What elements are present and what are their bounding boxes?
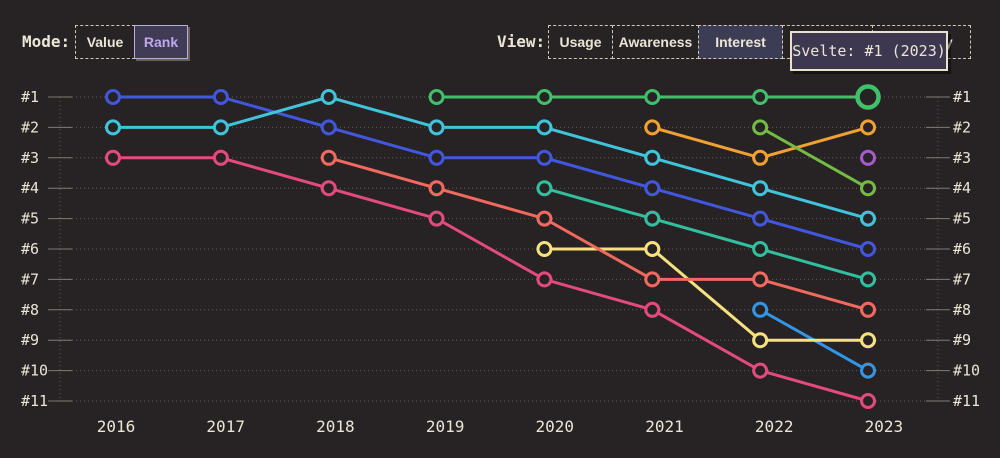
- point-svelte-2023[interactable]: [855, 84, 881, 110]
- point-blue-2021[interactable]: [644, 180, 661, 197]
- point-yellow-2021[interactable]: [644, 241, 661, 257]
- point-blue-2023[interactable]: [860, 241, 877, 257]
- point-salmon-2021[interactable]: [644, 271, 661, 288]
- rank-label-right-#8: #8: [953, 301, 971, 319]
- point-salmon-2022[interactable]: [752, 271, 769, 288]
- rank-label-left-#9: #9: [21, 331, 39, 349]
- year-label-2020: 2020: [536, 417, 575, 436]
- hover-tooltip: Svelte: #1 (2023): [790, 31, 948, 71]
- point-blue-2017[interactable]: [212, 89, 229, 105]
- rank-label-left-#10: #10: [21, 362, 48, 380]
- series-line-green: [759, 126, 869, 190]
- point-teal-2020[interactable]: [536, 180, 553, 197]
- rank-label-right-#5: #5: [953, 210, 971, 228]
- rank-label-left-#4: #4: [21, 179, 39, 197]
- rank-label-left-#7: #7: [21, 270, 39, 288]
- series-line-salmon: [328, 156, 869, 312]
- point-teal-2022[interactable]: [752, 241, 769, 257]
- rank-label-right-#9: #9: [953, 331, 971, 349]
- series-line-blue: [113, 95, 869, 251]
- point-cyan-2021[interactable]: [644, 149, 661, 166]
- rank-label-right-#1: #1: [953, 88, 971, 106]
- point-teal-2021[interactable]: [644, 210, 661, 227]
- point-pink-2021[interactable]: [644, 301, 661, 318]
- rank-label-right-#7: #7: [953, 270, 971, 288]
- point-cyan-2017[interactable]: [212, 119, 229, 136]
- series-line-teal: [544, 186, 869, 281]
- rank-label-left-#2: #2: [21, 118, 39, 136]
- point-cyan-2023[interactable]: [860, 210, 877, 227]
- point-purple-2023[interactable]: [860, 149, 877, 166]
- point-yellow-2020[interactable]: [536, 241, 553, 257]
- point-orange-2022[interactable]: [752, 149, 769, 166]
- year-label-2023: 2023: [865, 417, 904, 436]
- year-label-2021: 2021: [645, 417, 684, 436]
- year-label-2016: 2016: [97, 417, 136, 436]
- point-cyan-2016[interactable]: [105, 119, 121, 136]
- point-blue-2019[interactable]: [428, 149, 445, 166]
- rank-label-left-#6: #6: [21, 240, 39, 258]
- year-label-2018: 2018: [316, 417, 355, 436]
- point-green-2023[interactable]: [860, 180, 877, 197]
- rank-label-left-#1: #1: [21, 88, 39, 106]
- point-svelte-2019[interactable]: [428, 89, 445, 105]
- rank-label-left-#3: #3: [21, 149, 39, 167]
- rank-label-left-#11: #11: [21, 392, 48, 410]
- point-blue-2022[interactable]: [752, 210, 769, 227]
- point-svelte-2022[interactable]: [752, 89, 769, 105]
- point-orange-2021[interactable]: [644, 119, 661, 136]
- point-cyan-2019[interactable]: [428, 119, 445, 136]
- point-salmon-2018[interactable]: [320, 149, 337, 166]
- point-yellow-2022[interactable]: [752, 332, 769, 349]
- point-teal-2023[interactable]: [860, 271, 877, 288]
- point-blue-2016[interactable]: [105, 89, 121, 105]
- mode-toggle-group: Value Rank: [75, 25, 188, 59]
- rank-label-right-#11: #11: [953, 392, 980, 410]
- point-pink-2018[interactable]: [320, 180, 337, 197]
- point-cyan-2018[interactable]: [320, 89, 337, 105]
- point-svelte-2021[interactable]: [644, 89, 661, 105]
- rank-label-right-#4: #4: [953, 179, 971, 197]
- year-label-2017: 2017: [206, 417, 245, 436]
- rank-label-left-#8: #8: [21, 301, 39, 319]
- point-pink-2023[interactable]: [860, 393, 877, 409]
- point-sky-2022[interactable]: [752, 301, 769, 318]
- point-yellow-2023[interactable]: [860, 332, 877, 349]
- point-salmon-2023[interactable]: [860, 301, 877, 318]
- series-line-pink: [113, 156, 869, 403]
- mode-option-rank[interactable]: Rank: [134, 25, 188, 59]
- point-salmon-2019[interactable]: [428, 180, 445, 197]
- point-svelte-2020[interactable]: [536, 89, 553, 105]
- point-sky-2023[interactable]: [860, 362, 877, 379]
- view-label: View:: [497, 32, 546, 51]
- point-green-2022[interactable]: [752, 119, 769, 136]
- rank-label-left-#5: #5: [21, 210, 39, 228]
- point-blue-2018[interactable]: [320, 119, 337, 136]
- rank-label-right-#3: #3: [953, 149, 971, 167]
- point-blue-2020[interactable]: [536, 149, 553, 166]
- point-pink-2017[interactable]: [212, 149, 229, 166]
- point-pink-2020[interactable]: [536, 271, 553, 288]
- point-salmon-2020[interactable]: [536, 210, 553, 227]
- rank-label-right-#6: #6: [953, 240, 971, 258]
- point-cyan-2020[interactable]: [536, 119, 553, 136]
- point-pink-2022[interactable]: [752, 362, 769, 379]
- point-cyan-2022[interactable]: [752, 180, 769, 197]
- year-label-2022: 2022: [755, 417, 794, 436]
- rank-label-right-#10: #10: [953, 362, 980, 380]
- point-orange-2023[interactable]: [860, 119, 877, 136]
- point-pink-2016[interactable]: [105, 149, 121, 166]
- mode-label: Mode:: [22, 32, 71, 51]
- rank-label-right-#2: #2: [953, 118, 971, 136]
- series-line-cyan: [113, 95, 869, 221]
- point-pink-2019[interactable]: [428, 210, 445, 227]
- year-label-2019: 2019: [426, 417, 465, 436]
